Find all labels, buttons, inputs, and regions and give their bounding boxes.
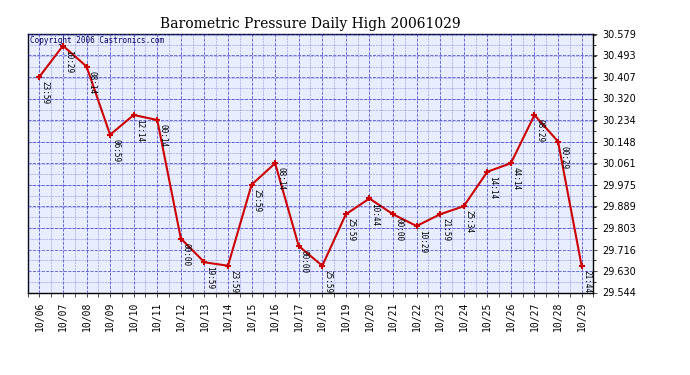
Text: 00:00: 00:00 (299, 250, 308, 273)
Text: 00:00: 00:00 (182, 243, 191, 266)
Text: 23:59: 23:59 (229, 270, 238, 293)
Text: 00:14: 00:14 (158, 124, 167, 147)
Text: 25:59: 25:59 (347, 218, 356, 242)
Text: 10:29: 10:29 (417, 230, 426, 253)
Text: 12:14: 12:14 (135, 119, 144, 142)
Text: 08:14: 08:14 (88, 70, 97, 94)
Text: 25:34: 25:34 (465, 210, 474, 234)
Text: Copyright 2006 Castronics.com: Copyright 2006 Castronics.com (30, 36, 164, 45)
Text: 08:29: 08:29 (535, 119, 544, 142)
Text: 00:29: 00:29 (559, 146, 568, 169)
Text: 21:44: 21:44 (582, 270, 591, 293)
Text: 10:44: 10:44 (371, 202, 380, 226)
Text: 10:29: 10:29 (64, 50, 73, 73)
Text: 21:59: 21:59 (441, 218, 450, 242)
Text: 14:14: 14:14 (489, 176, 497, 199)
Text: 00:00: 00:00 (394, 218, 403, 242)
Text: 06:59: 06:59 (111, 139, 120, 162)
Text: 08:14: 08:14 (276, 167, 285, 190)
Title: Barometric Pressure Daily High 20061029: Barometric Pressure Daily High 20061029 (160, 17, 461, 31)
Text: 25:59: 25:59 (253, 189, 262, 212)
Text: 25:59: 25:59 (324, 270, 333, 293)
Text: 23:59: 23:59 (41, 81, 50, 104)
Text: 19:59: 19:59 (206, 266, 215, 290)
Text: 44:14: 44:14 (512, 167, 521, 190)
